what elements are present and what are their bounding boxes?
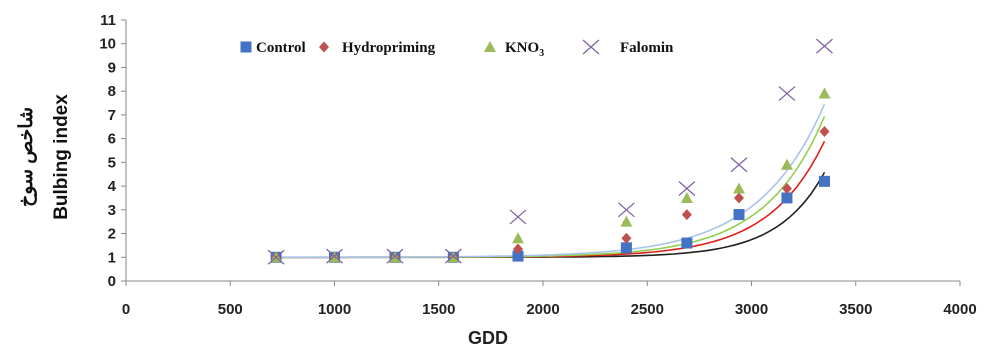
y-axis-label-secondary: شاخص سوخ	[16, 107, 37, 207]
data-point-hydropriming	[733, 192, 744, 204]
x-tick-label: 4000	[943, 301, 976, 318]
x-tick-label: 1000	[318, 301, 351, 318]
x-marker-stroke	[617, 202, 635, 218]
data-point-falomin	[386, 248, 404, 264]
legend-marker	[319, 41, 329, 53]
y-axis-label: Bulbing index	[51, 94, 72, 220]
data-point-falomin	[678, 180, 696, 196]
x-tick-label: 2500	[631, 301, 664, 318]
legend: Control Hydropriming KNO3 Falomin	[240, 39, 674, 59]
data-point-hydropriming	[512, 243, 523, 255]
x-marker-stroke	[386, 248, 404, 264]
data-point-hydropriming	[621, 232, 632, 244]
data-point-falomin	[816, 38, 833, 54]
data-point-falomin	[267, 249, 285, 265]
legend-label: Control	[256, 40, 306, 56]
y-tick-label: 7	[108, 107, 116, 124]
data-point-control	[681, 237, 693, 249]
legend-label: KNO3	[505, 40, 544, 59]
data-point-control	[733, 209, 745, 221]
data-point-kno3	[511, 232, 524, 244]
data-point-falomin	[617, 202, 635, 218]
data-point-kno3	[620, 215, 633, 227]
y-tick-label: 8	[108, 83, 116, 100]
data-point-control	[818, 175, 830, 187]
x-marker-stroke	[778, 86, 796, 102]
x-tick-label: 3000	[735, 301, 768, 318]
data-point-control	[512, 250, 524, 262]
x-tick-label: 3500	[839, 301, 872, 318]
x-tick-label: 500	[218, 301, 243, 318]
x-marker-stroke	[267, 249, 285, 265]
x-marker-stroke	[678, 180, 696, 196]
legend-marker	[484, 41, 496, 52]
x-tick-label: 0	[122, 301, 130, 318]
data-points	[267, 38, 833, 265]
data-point-control	[781, 192, 793, 204]
data-point-kno3	[818, 87, 831, 99]
legend-item-falomin: Falomin	[582, 39, 674, 56]
legend-item-hydropriming: Hydropriming	[319, 40, 436, 56]
x-marker-stroke	[730, 157, 748, 173]
data-point-hydropriming	[819, 126, 830, 138]
y-tick-label: 2	[108, 226, 116, 243]
legend-label: Hydropriming	[342, 40, 436, 56]
data-point-kno3	[680, 191, 693, 203]
legend-marker	[582, 39, 600, 55]
x-marker-stroke	[816, 38, 833, 54]
legend-label: Falomin	[620, 40, 674, 56]
trend-line-kno3	[276, 116, 826, 259]
y-tick-label: 0	[108, 273, 116, 290]
y-tick-label: 6	[108, 131, 116, 148]
x-marker-stroke	[444, 248, 462, 264]
trend-line-falomin	[276, 103, 826, 258]
x-marker-stroke	[509, 209, 527, 225]
data-point-falomin	[509, 209, 527, 225]
data-point-hydropriming	[781, 182, 792, 194]
trend-lines	[276, 103, 826, 259]
axes: 0 1 2 3 4 5 6 7 8 9 10 11 0 500 1000 1500 2000 2500 3000 35…	[99, 12, 976, 318]
x-tick-label: 1500	[422, 301, 455, 318]
data-point-falomin	[778, 86, 796, 102]
data-point-kno3	[780, 158, 793, 170]
x-tick-label: 2000	[526, 301, 559, 318]
x-marker-stroke	[326, 248, 343, 264]
data-point-kno3	[732, 182, 745, 194]
y-tick-label: 4	[108, 178, 117, 195]
y-axis-label-group: Bulbing index	[51, 94, 72, 220]
data-point-control	[620, 242, 632, 254]
y-tick-label: 3	[108, 202, 116, 219]
legend-item-kno3: KNO3	[484, 40, 544, 59]
y-tick-label: 1	[108, 249, 116, 266]
legend-marker	[240, 41, 252, 53]
y-tick-label: 11	[100, 12, 116, 29]
y-tick-label: 10	[99, 36, 116, 53]
y-tick-label: 5	[108, 154, 116, 171]
y-axis-label-secondary-group: شاخص سوخ	[16, 107, 37, 207]
data-point-falomin	[326, 248, 343, 264]
y-tick-label: 9	[108, 59, 116, 76]
legend-item-control: Control	[240, 40, 306, 56]
data-point-falomin	[444, 248, 462, 264]
data-point-falomin	[730, 157, 748, 173]
data-point-hydropriming	[681, 209, 692, 221]
x-axis-label: GDD	[468, 328, 508, 348]
x-marker-stroke	[582, 39, 600, 55]
